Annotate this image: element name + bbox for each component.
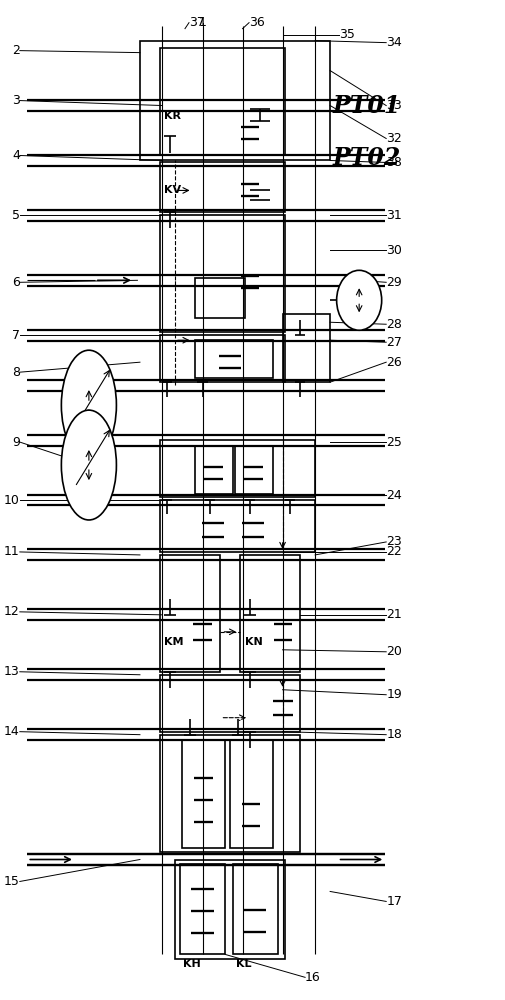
Bar [160, 215, 284, 332]
Text: 26: 26 [385, 356, 401, 369]
Text: 35: 35 [338, 28, 355, 41]
Bar [232, 864, 277, 954]
Text: 36: 36 [248, 16, 264, 29]
Text: 14: 14 [4, 725, 20, 738]
Text: 15: 15 [4, 875, 20, 888]
Text: 19: 19 [385, 688, 401, 701]
Bar [160, 335, 284, 382]
Text: 20: 20 [385, 645, 401, 658]
Text: 38: 38 [385, 156, 401, 169]
Text: 16: 16 [305, 971, 320, 984]
Text: KM: KM [164, 637, 183, 647]
Text: 17: 17 [385, 895, 401, 908]
Bar [182, 740, 225, 848]
Text: KL: KL [235, 959, 251, 969]
Bar [194, 278, 244, 318]
Text: 23: 23 [385, 535, 401, 548]
Text: 33: 33 [385, 99, 401, 112]
Text: 18: 18 [385, 728, 401, 741]
Text: 32: 32 [385, 132, 401, 145]
Text: 21: 21 [385, 608, 401, 621]
Bar [160, 440, 315, 497]
Text: KH: KH [183, 959, 200, 969]
Text: 6: 6 [12, 276, 20, 289]
Bar [194, 340, 272, 378]
Text: 25: 25 [385, 436, 401, 449]
Text: 22: 22 [385, 545, 401, 558]
Text: 27: 27 [385, 336, 401, 349]
Text: 28: 28 [385, 318, 401, 331]
Text: 30: 30 [385, 244, 401, 257]
Text: 3: 3 [12, 94, 20, 107]
Ellipse shape [336, 270, 381, 330]
Text: KR: KR [164, 111, 181, 121]
Text: 2: 2 [12, 44, 20, 57]
Text: 11: 11 [4, 545, 20, 558]
Text: 5: 5 [12, 209, 20, 222]
Text: 29: 29 [385, 276, 401, 289]
Text: 12: 12 [4, 605, 20, 618]
Bar [194, 446, 232, 494]
Text: KV: KV [164, 185, 181, 195]
Text: 31: 31 [385, 209, 401, 222]
Text: KN: KN [244, 637, 262, 647]
Bar [180, 864, 225, 954]
Bar [175, 859, 284, 959]
Text: 8: 8 [12, 366, 20, 379]
Text: 1: 1 [198, 16, 206, 29]
Text: 13: 13 [4, 665, 20, 678]
Text: 10: 10 [4, 493, 20, 506]
Bar [160, 555, 220, 672]
Bar [234, 446, 272, 494]
Text: 7: 7 [12, 329, 20, 342]
Bar [160, 48, 284, 155]
Bar [230, 740, 272, 848]
Text: 9: 9 [12, 436, 20, 449]
Bar [160, 735, 299, 852]
Bar [160, 500, 315, 552]
Circle shape [61, 350, 116, 460]
Bar [239, 555, 299, 672]
Circle shape [61, 410, 116, 520]
Text: 37: 37 [188, 16, 205, 29]
Bar [160, 162, 284, 212]
Text: PT01: PT01 [332, 94, 400, 118]
Text: PT02: PT02 [332, 146, 400, 170]
Bar [282, 314, 329, 382]
Bar [160, 675, 299, 732]
Text: 24: 24 [385, 489, 401, 502]
Text: 34: 34 [385, 36, 401, 49]
Bar [140, 41, 329, 160]
Text: 4: 4 [12, 149, 20, 162]
